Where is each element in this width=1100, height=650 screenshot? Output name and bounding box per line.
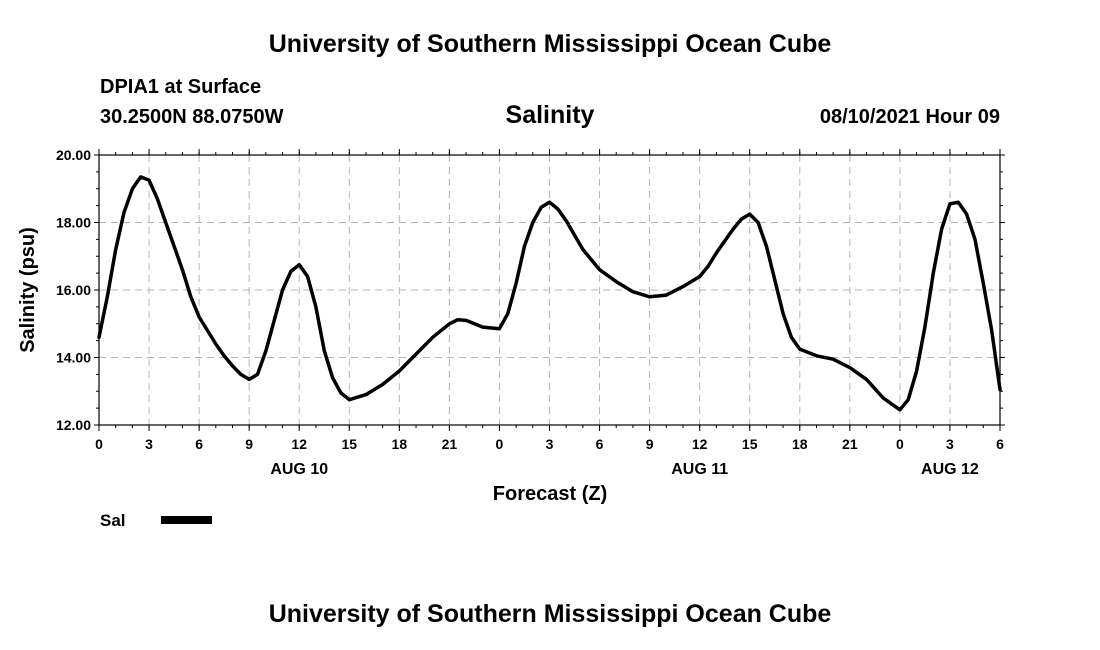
date-label: AUG 12 [921,461,979,478]
datetime-label: 08/10/2021 Hour 09 [819,106,1000,128]
legend-label-sal: Sal [100,511,126,530]
y-axis-title: Salinity (psu) [17,227,39,353]
x-tick-label: 15 [341,436,357,452]
x-tick-label: 18 [792,436,808,452]
x-tick-label: 0 [95,436,103,452]
footer-title: University of Southern Mississippi Ocean… [268,600,832,628]
x-tick-label: 3 [546,436,554,452]
x-tick-label: 12 [692,436,708,452]
x-tick-label: 3 [946,436,954,452]
x-axis: 0 3 6 9 12 15 18 21 0 3 6 9 12 15 18 21 0 3 6 AUG 10 AUG 11 A… [95,149,1004,478]
date-label: AUG 10 [270,461,328,478]
y-tick-label: 14.00 [56,350,91,366]
x-tick-label: 15 [742,436,758,452]
x-tick-label: 9 [646,436,654,452]
x-tick-label: 9 [245,436,253,452]
y-tick-label: 16.00 [56,282,91,298]
grid-lines [99,155,1000,425]
x-tick-label: 21 [842,436,858,452]
x-tick-label: 6 [996,436,1004,452]
variable-title: Salinity [505,101,595,129]
y-axis: 12.00 14.00 16.00 18.00 20.00 [56,147,1005,433]
x-tick-label: 21 [442,436,458,452]
x-tick-label: 12 [291,436,307,452]
x-tick-label: 6 [596,436,604,452]
date-label: AUG 11 [671,461,728,478]
salinity-series-line [97,175,1002,412]
y-tick-label: 18.00 [56,215,91,231]
x-tick-label: 18 [392,436,408,452]
x-tick-label: 0 [896,436,904,452]
x-axis-title: Forecast (Z) [493,483,607,505]
y-tick-label: 12.00 [56,417,91,433]
x-tick-label: 3 [145,436,153,452]
x-tick-label: 6 [195,436,203,452]
location-label: 30.2500N 88.0750W [100,106,284,128]
chart-title: University of Southern Mississippi Ocean… [268,30,832,58]
legend: Sal [100,511,212,530]
station-label: DPIA1 at Surface [100,76,262,98]
y-tick-label: 20.00 [56,147,91,163]
x-tick-label: 0 [496,436,504,452]
